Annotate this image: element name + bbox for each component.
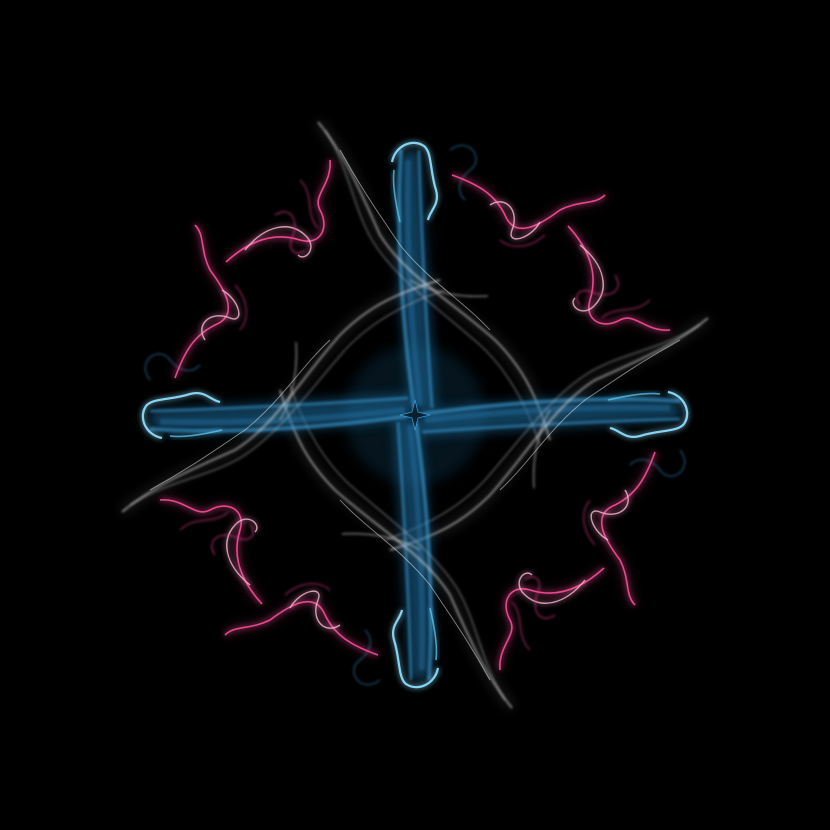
center-star	[399, 399, 431, 431]
